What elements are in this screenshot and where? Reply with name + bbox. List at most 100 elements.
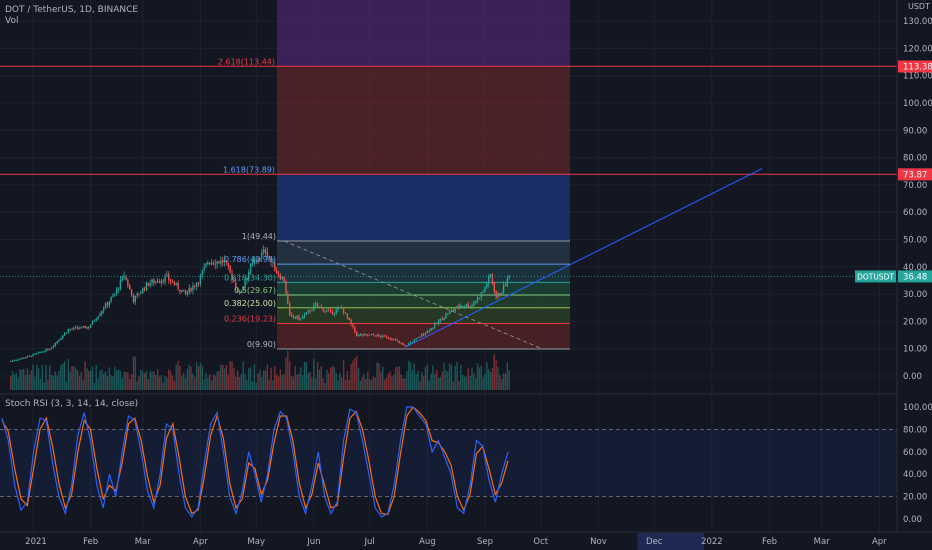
volume-bar — [328, 373, 330, 390]
volume-bar — [24, 375, 27, 390]
volume-bar — [497, 366, 499, 390]
volume-bar — [272, 380, 274, 390]
volume-bar — [275, 374, 278, 390]
candle-body — [387, 337, 389, 339]
volume-bar — [95, 364, 97, 390]
volume-bar — [60, 364, 62, 390]
candle-body — [127, 280, 129, 286]
volume-bar — [409, 362, 412, 390]
candle-body — [91, 320, 94, 325]
candle-body — [78, 328, 81, 330]
price-tick-label: 30.00 — [903, 290, 927, 300]
candle-body — [357, 334, 360, 336]
candle-body — [101, 311, 103, 315]
volume-bar — [502, 373, 505, 390]
volume-bar — [316, 361, 319, 390]
rsi-band-fill — [0, 429, 897, 497]
candle-body — [160, 280, 163, 284]
volume-bar — [199, 363, 202, 390]
candle-body — [216, 261, 218, 265]
volume-bar — [54, 371, 57, 390]
volume-bar — [370, 379, 373, 390]
volume-bar — [162, 382, 164, 390]
candle-body — [354, 327, 356, 332]
candle-body — [242, 286, 244, 291]
volume-bar — [447, 371, 449, 390]
volume-bar — [218, 370, 220, 390]
candle-body — [458, 305, 460, 307]
volume-bar — [357, 368, 360, 390]
volume-bar — [311, 377, 313, 390]
volume-bar — [501, 378, 503, 390]
candle-body — [268, 256, 270, 259]
volume-bar — [395, 367, 397, 390]
candle-body — [190, 288, 192, 291]
volume-bar — [404, 378, 406, 390]
candle-body — [195, 283, 198, 287]
price-marker-label: 73.87 — [903, 170, 927, 180]
candle-body — [138, 293, 140, 295]
volume-bar — [329, 367, 332, 390]
volume-bar — [253, 364, 256, 390]
candle-body — [359, 334, 362, 336]
stoch-rsi-panel — [0, 406, 897, 518]
candle-body — [32, 354, 34, 357]
candle-body — [486, 284, 488, 288]
stoch-rsi-label: Stoch RSI (3, 3, 14, 14, close) — [5, 399, 139, 409]
volume-bar — [203, 379, 205, 390]
volume-bar — [300, 367, 302, 390]
candle-body — [363, 333, 365, 336]
candle-body — [480, 292, 482, 298]
candle-body — [132, 294, 135, 302]
volume-bar — [322, 378, 324, 390]
candle-body — [108, 301, 110, 306]
candle-body — [45, 349, 47, 352]
volume-bar — [437, 377, 440, 390]
candle-body — [445, 314, 447, 318]
candle-body — [290, 314, 293, 316]
candle-body — [86, 327, 88, 329]
volume-bar — [47, 379, 49, 390]
volume-bar — [456, 361, 458, 390]
time-tick-label: Apr — [872, 537, 887, 547]
candle-body — [484, 287, 486, 292]
volume-bar — [130, 374, 133, 390]
volume-bar — [307, 373, 309, 390]
volume-bar — [313, 358, 315, 390]
candle-body — [145, 282, 148, 291]
price-tick-label: 110.00 — [903, 72, 932, 82]
candle-body — [411, 341, 414, 343]
volume-bar — [102, 373, 105, 390]
volume-bar — [121, 378, 123, 390]
candle-body — [41, 351, 43, 353]
volume-bar — [408, 360, 410, 390]
candle-body — [335, 309, 337, 314]
time-tick-label: Apr — [193, 537, 208, 547]
candle-body — [155, 281, 157, 283]
candle-body — [329, 310, 332, 312]
volume-bar — [160, 375, 163, 390]
volume-bar — [387, 373, 389, 390]
volume-bar — [123, 372, 125, 390]
candle-body — [447, 313, 449, 315]
price-tick-label: 70.00 — [903, 181, 927, 191]
volume-bar — [240, 374, 243, 390]
candle-body — [205, 263, 207, 266]
volume-bar — [104, 371, 107, 390]
volume-bar — [374, 377, 376, 390]
price-marker-label: 113.38 — [903, 62, 932, 72]
candle-body — [140, 292, 142, 294]
volume-bar — [129, 378, 131, 390]
volume-bar — [119, 371, 122, 390]
candle-body — [350, 320, 352, 325]
volume-bar — [478, 367, 481, 390]
candle-body — [316, 302, 319, 307]
volume-bars — [9, 350, 510, 390]
volume-bar — [331, 365, 334, 390]
volume-bar — [279, 369, 282, 390]
volume-bar — [108, 367, 110, 390]
stoch-rsi-k-line — [1, 406, 509, 518]
volume-bar — [266, 364, 269, 390]
volume-bar — [318, 369, 321, 390]
